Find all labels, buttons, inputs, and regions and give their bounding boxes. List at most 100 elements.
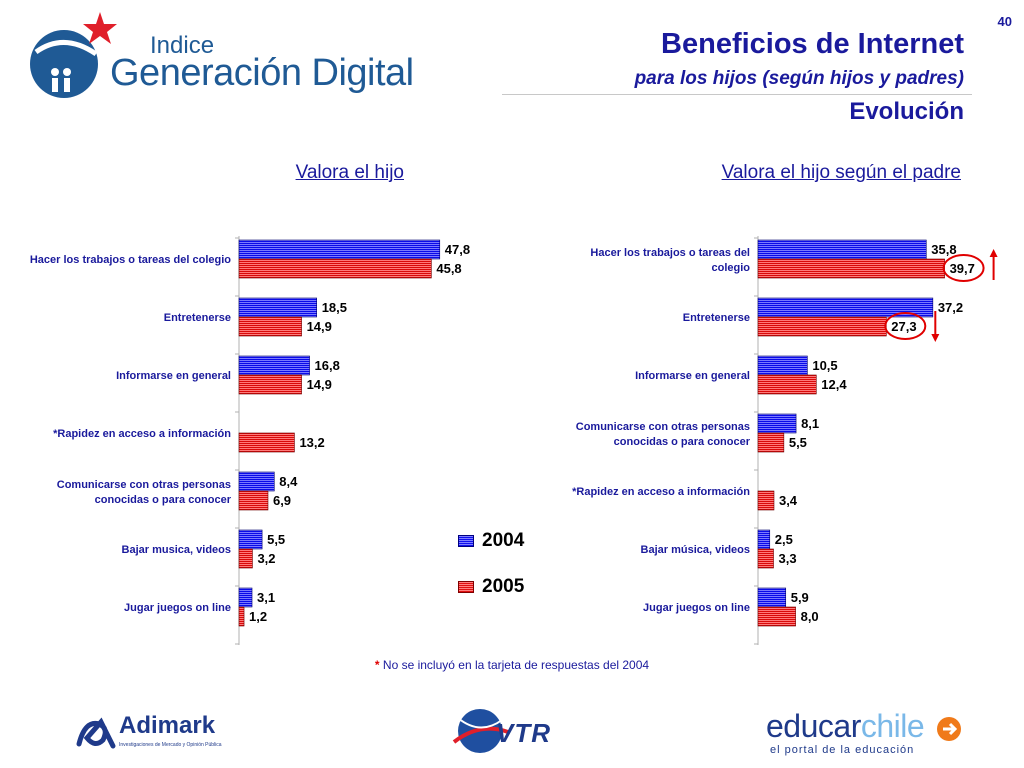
chart-right-bar-2005 xyxy=(757,490,775,511)
chart-left: Hacer los trabajos o tareas del colegio 4… xyxy=(30,236,470,645)
chart-left-category-label: Comunicarse con otras personas conocidas … xyxy=(57,479,232,506)
chart-left-category-label-line: Bajar musica, videos xyxy=(122,544,231,556)
chart-right-category-label-line: Entretenerse xyxy=(683,312,750,324)
chart-right-arrow-head-icon xyxy=(989,249,998,257)
chart-right-category-label-line: conocidas o para conocer xyxy=(614,436,751,448)
chart-left-bar-2004 xyxy=(238,355,310,376)
chart-left-data-label-2004: 5,5 xyxy=(267,532,285,547)
chart-left-bar-2005 xyxy=(238,316,302,337)
chart-right-data-label-2005: 3,4 xyxy=(779,493,798,508)
chart-left-data-label-2005: 45,8 xyxy=(436,261,461,276)
educarchile-tagline: el portal de la educación xyxy=(770,744,915,756)
chart-right-data-label-2004: 8,1 xyxy=(801,416,819,431)
chart-left-data-label-2004: 8,4 xyxy=(279,474,298,489)
chart-right-data-label-2004: 35,8 xyxy=(931,242,956,257)
chart-right-data-label-2005: 39,7 xyxy=(950,261,975,276)
chart-left-category-label: Bajar musica, videos xyxy=(122,544,231,556)
chart-right-category-label-line: Informarse en general xyxy=(635,370,750,382)
chart-right-category-label: Jugar juegos on line xyxy=(643,602,750,614)
chart-left-category-label-line: Hacer los trabajos o tareas del colegio xyxy=(30,254,231,266)
chart-left-category-label: Entretenerse xyxy=(164,312,231,324)
chart-left-bar-2005 xyxy=(238,432,295,453)
indice-generacion-digital-logo: Indice Generación Digital xyxy=(22,12,462,102)
chart-left-data-label-2005: 1,2 xyxy=(249,609,267,624)
page-number: 40 xyxy=(997,14,1012,29)
adimark-name: Adimark xyxy=(119,712,216,739)
chart-right-data-label-2005: 3,3 xyxy=(779,551,797,566)
chart-right-bar-2005 xyxy=(757,432,785,453)
chart-right-bar-2005 xyxy=(757,374,817,395)
legend: 2004 2005 xyxy=(458,530,524,598)
title-divider xyxy=(502,94,972,95)
page-subtitle-evolucion: Evolución xyxy=(849,98,964,125)
chart-right-bar-2004 xyxy=(757,297,934,318)
footnote-star: * xyxy=(374,658,380,672)
chart-left-category-label: Hacer los trabajos o tareas del colegio xyxy=(30,254,231,266)
chart-left-category-label-line: Comunicarse con otras personas xyxy=(57,479,231,491)
chart-left-data-label-2005: 6,9 xyxy=(273,493,291,508)
chart-right-bar-2005 xyxy=(757,606,796,627)
chart-left-data-label-2004: 3,1 xyxy=(257,590,275,605)
educarchile-wordmark: educarchile xyxy=(766,708,925,745)
chart-left-bar-2004 xyxy=(238,471,275,492)
chart-right-category-label-line: colegio xyxy=(711,262,750,274)
chart-title-left: Valora el hijo xyxy=(295,162,404,183)
chart-left-category-label-line: Informarse en general xyxy=(116,370,231,382)
chart-right-category-label-line: Bajar música, videos xyxy=(641,544,750,556)
chart-right-data-label-2004: 10,5 xyxy=(812,358,837,373)
chart-left-category-label: Jugar juegos on line xyxy=(124,602,231,614)
chart-right-category-label: Comunicarse con otras personas conocidas … xyxy=(576,421,751,448)
logo-small-text: Indice xyxy=(150,32,215,59)
page-title: Beneficios de Internet xyxy=(661,28,964,60)
adimark-tagline: Investigaciones de Mercado y Opinión Púb… xyxy=(119,742,222,748)
chart-left-bar-2005 xyxy=(238,258,432,279)
educarchile-logo: educarchile el portal de la educación xyxy=(766,708,966,758)
legend-item-2005: 2005 xyxy=(458,576,524,598)
chart-left-data-label-2004: 47,8 xyxy=(445,242,470,257)
chart-right-bar-2005 xyxy=(757,548,774,569)
chart-right-data-label-2004: 2,5 xyxy=(775,532,793,547)
legend-swatch-2005 xyxy=(458,581,474,593)
chart-left-category-label-line: conocidas o para conocer xyxy=(95,494,232,506)
globe-icon xyxy=(30,12,117,98)
chart-right-category-label: Bajar música, videos xyxy=(641,544,750,556)
chart-right-bar-2005 xyxy=(757,316,887,337)
chart-right-data-label-2005: 5,5 xyxy=(789,435,807,450)
educarchile-arrow-icon xyxy=(937,717,961,741)
chart-right-category-label-line: Hacer los trabajos o tareas del xyxy=(590,247,750,259)
vtr-wordmark: VTR xyxy=(496,718,551,748)
chart-left-data-label-2005: 14,9 xyxy=(307,319,332,334)
chart-left-bar-2005 xyxy=(238,374,302,395)
legend-label-2004: 2004 xyxy=(482,530,525,551)
chart-right-bar-2004 xyxy=(757,413,797,434)
chart-title-right: Valora el hijo según el padre xyxy=(721,162,961,183)
chart-left-category-label: Informarse en general xyxy=(116,370,231,382)
chart-left-data-label-2005: 14,9 xyxy=(307,377,332,392)
adimark-mark-icon xyxy=(76,717,116,749)
legend-label-2005: 2005 xyxy=(482,576,525,597)
chart-left-bar-2004 xyxy=(238,239,441,260)
chart-right: Hacer los trabajos o tareas del colegio 35… xyxy=(572,236,998,645)
chart-right-bar-2004 xyxy=(757,239,927,260)
chart-right-data-label-2005: 12,4 xyxy=(821,377,847,392)
chart-right-highlight-circle xyxy=(884,312,927,340)
chart-right-highlight-circle xyxy=(942,254,985,282)
chart-left-category-label: *Rapidez en acceso a información xyxy=(53,428,231,440)
chart-right-data-label-2004: 37,2 xyxy=(938,300,963,315)
chart-right-bar-2005 xyxy=(757,258,945,279)
vtr-logo: VTR xyxy=(450,706,580,756)
chart-left-bar-2004 xyxy=(238,529,263,550)
chart-right-bar-2004 xyxy=(757,587,787,608)
chart-right-data-label-2005: 27,3 xyxy=(891,319,916,334)
chart-left-bar-2005 xyxy=(238,490,269,511)
adimark-logo: Adimark Investigaciones de Mercado y Opi… xyxy=(75,712,225,754)
chart-right-bar-2004 xyxy=(757,529,771,550)
chart-right-category-label-line: Comunicarse con otras personas xyxy=(576,421,750,433)
chart-right-category-label: Hacer los trabajos o tareas del colegio xyxy=(590,247,750,274)
chart-left-data-label-2005: 13,2 xyxy=(299,435,324,450)
chart-left-data-label-2005: 3,2 xyxy=(257,551,275,566)
chart-left-bar-2004 xyxy=(238,297,317,318)
chart-right-data-label-2004: 5,9 xyxy=(791,590,809,605)
chart-right-arrow-head-icon xyxy=(931,334,940,342)
chart-right-bar-2004 xyxy=(757,355,808,376)
